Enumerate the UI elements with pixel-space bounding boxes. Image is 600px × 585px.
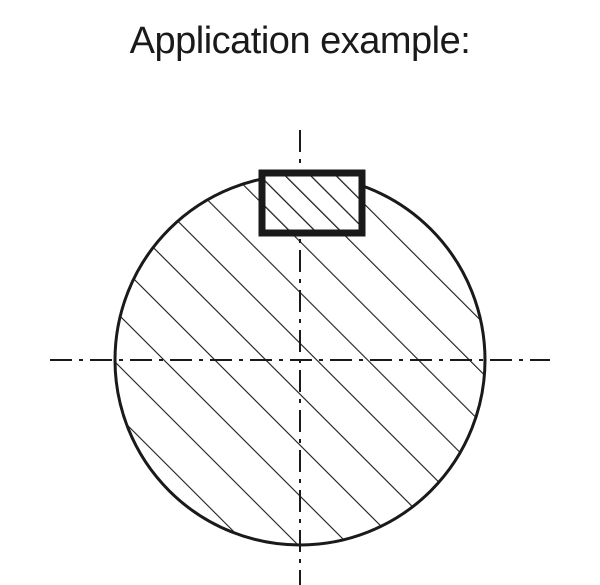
diagram-title: Application example: <box>0 20 600 63</box>
key-section <box>262 173 362 233</box>
cross-section-diagram <box>0 95 600 585</box>
